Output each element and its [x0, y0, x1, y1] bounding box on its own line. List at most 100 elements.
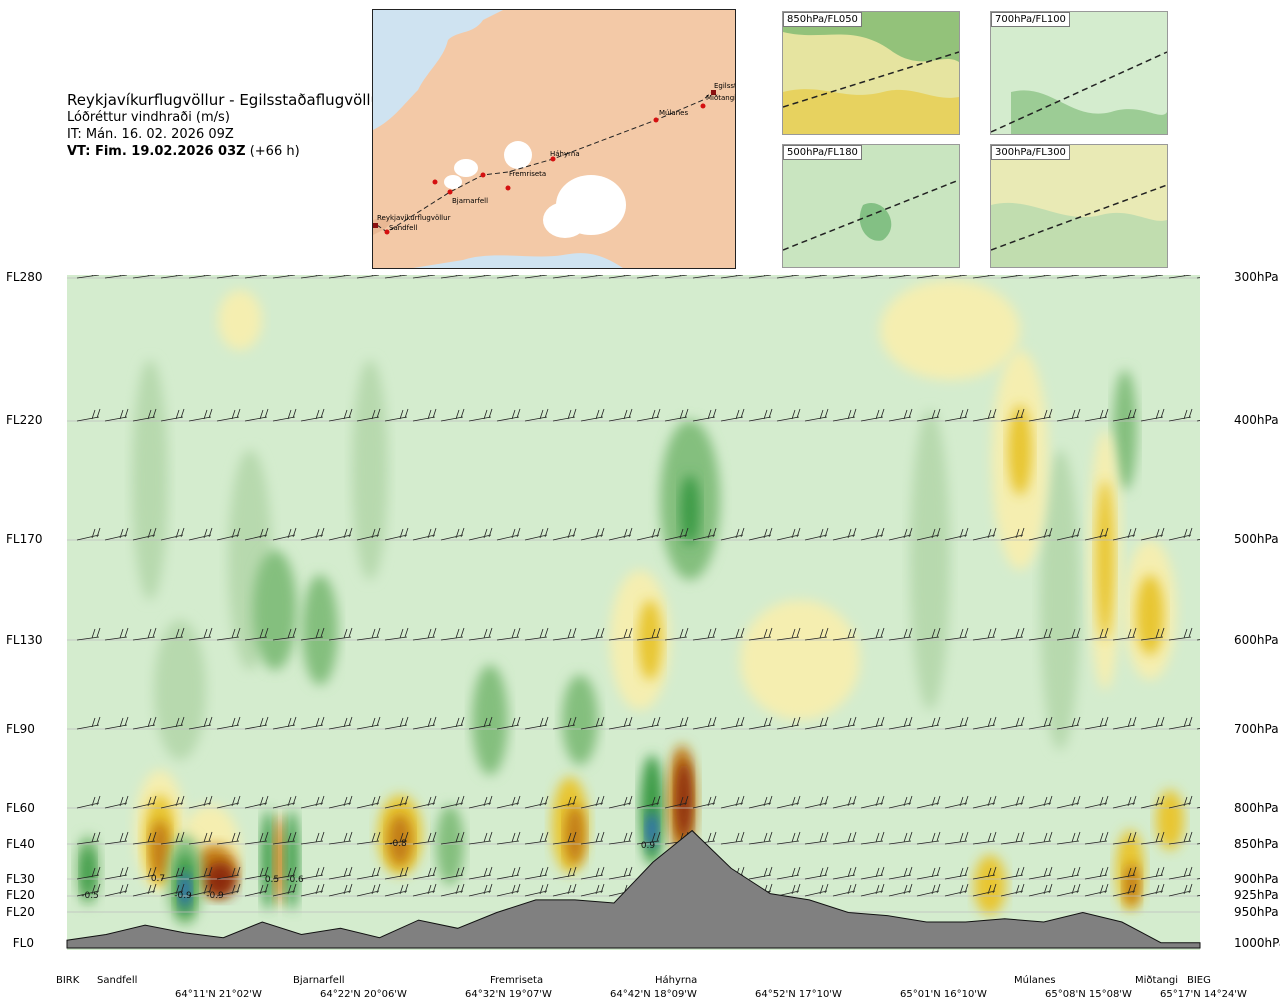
wind-barb	[524, 795, 549, 809]
wind-barb	[524, 831, 549, 845]
map-waypoint	[447, 189, 453, 195]
wind-barb	[776, 716, 801, 730]
wind-barb	[272, 527, 297, 541]
wind-barb	[804, 883, 829, 897]
value-annotation: -0.9	[206, 891, 224, 901]
wind-barb	[580, 831, 605, 845]
updraft-region	[388, 814, 412, 866]
wind-barb	[972, 527, 997, 541]
wind-barb	[384, 831, 409, 845]
wind-barb	[328, 883, 353, 897]
wind-barb	[1196, 843, 1200, 845]
wind-barb	[328, 866, 353, 880]
wind-barb	[384, 795, 409, 809]
wind-barb	[216, 408, 241, 422]
initial-time: IT: Mán. 16. 02. 2026 09Z	[67, 127, 234, 142]
coordinate-label: 64°52'N 17°10'W	[755, 989, 842, 1000]
wind-barb	[636, 275, 660, 279]
wind-barb	[972, 883, 997, 897]
wind-barb	[664, 627, 689, 641]
wind-barb	[1140, 883, 1165, 897]
wind-barb	[944, 883, 969, 897]
wind-barb	[888, 883, 913, 897]
wind-barb	[1140, 627, 1165, 641]
wind-barb	[580, 866, 605, 880]
fl-tick: FL40	[6, 837, 35, 851]
wind-barb	[1084, 627, 1109, 641]
map-label: Reykjavíkurflugvöllur	[377, 214, 451, 222]
updraft-region	[274, 815, 286, 905]
updraft-region	[150, 820, 170, 880]
wind-barb	[244, 716, 269, 730]
wind-barb	[1028, 527, 1053, 541]
mini-map-svg	[991, 145, 1167, 267]
wind-barb	[1028, 275, 1052, 279]
wind-barb	[300, 795, 325, 809]
mini-map-svg	[991, 12, 1167, 134]
wind-barb	[216, 627, 241, 641]
map-waypoint	[700, 103, 706, 109]
wind-barb	[916, 716, 941, 730]
wind-barb	[1112, 527, 1137, 541]
wind-barb	[384, 883, 409, 897]
map-label: Bjarnarfell	[452, 197, 488, 205]
wind-barb	[496, 527, 521, 541]
wind-barb	[1140, 275, 1164, 279]
wind-barb	[608, 795, 633, 809]
wind-barb	[496, 831, 521, 845]
wind-barb	[608, 866, 633, 880]
wind-barb	[1000, 795, 1025, 809]
wind-barb	[496, 275, 520, 279]
wind-barb	[1084, 275, 1108, 279]
wind-barb	[1056, 883, 1081, 897]
map-waypoint	[384, 229, 390, 235]
wind-barb	[888, 408, 913, 422]
fl-tick: FL130	[6, 633, 43, 647]
value-annotation: 0.7	[151, 874, 165, 884]
fl-tick: FL20	[6, 888, 35, 902]
wind-barb	[552, 408, 577, 422]
wind-barb	[972, 408, 997, 422]
wind-barb	[1028, 716, 1053, 730]
wind-barb	[972, 627, 997, 641]
wind-barb	[664, 527, 689, 541]
wind-barb	[1056, 627, 1081, 641]
fl-tick: FL90	[6, 722, 35, 736]
wind-barb	[1028, 795, 1053, 809]
valid-time-bold: VT: Fim. 19.02.2026 03Z	[67, 144, 246, 159]
wind-barb	[328, 831, 353, 845]
downdraft-region	[132, 360, 168, 600]
wind-barb	[1000, 527, 1025, 541]
terrain-profile	[66, 829, 1201, 949]
waypoint-label: Miðtangi	[1135, 975, 1179, 986]
wind-barb	[804, 866, 829, 880]
quantity-subtitle: Lóðréttur vindhraði (m/s)	[67, 110, 230, 125]
wind-barb	[160, 408, 185, 422]
wind-barb	[244, 408, 269, 422]
wind-barb	[944, 408, 969, 422]
wind-barb	[272, 795, 297, 809]
wind-barb	[692, 627, 717, 641]
downdraft-region	[253, 550, 297, 670]
downdraft-region	[154, 620, 206, 760]
wind-barb	[524, 716, 549, 730]
wind-barb	[1000, 831, 1025, 845]
downdraft-region	[285, 810, 299, 910]
coordinate-label: 65°01'N 16°10'W	[900, 989, 987, 1000]
wind-barb	[160, 716, 185, 730]
wind-barb	[748, 716, 773, 730]
map-waypoint	[432, 179, 438, 185]
wind-barb	[160, 627, 185, 641]
wind-barb	[580, 627, 605, 641]
wind-barb	[524, 866, 549, 880]
wind-barb	[412, 866, 437, 880]
wind-barb	[1140, 831, 1165, 845]
wind-barb	[328, 716, 353, 730]
wind-barb	[1168, 408, 1193, 422]
waypoint-label: Sandfell	[97, 975, 138, 986]
wind-barb	[104, 883, 129, 897]
wind-barb	[748, 275, 772, 279]
chart-title-block: Reykjavíkurflugvöllur - Egilsstaðaflugvö…	[67, 92, 386, 160]
waypoint-label: BIRK	[56, 975, 80, 986]
